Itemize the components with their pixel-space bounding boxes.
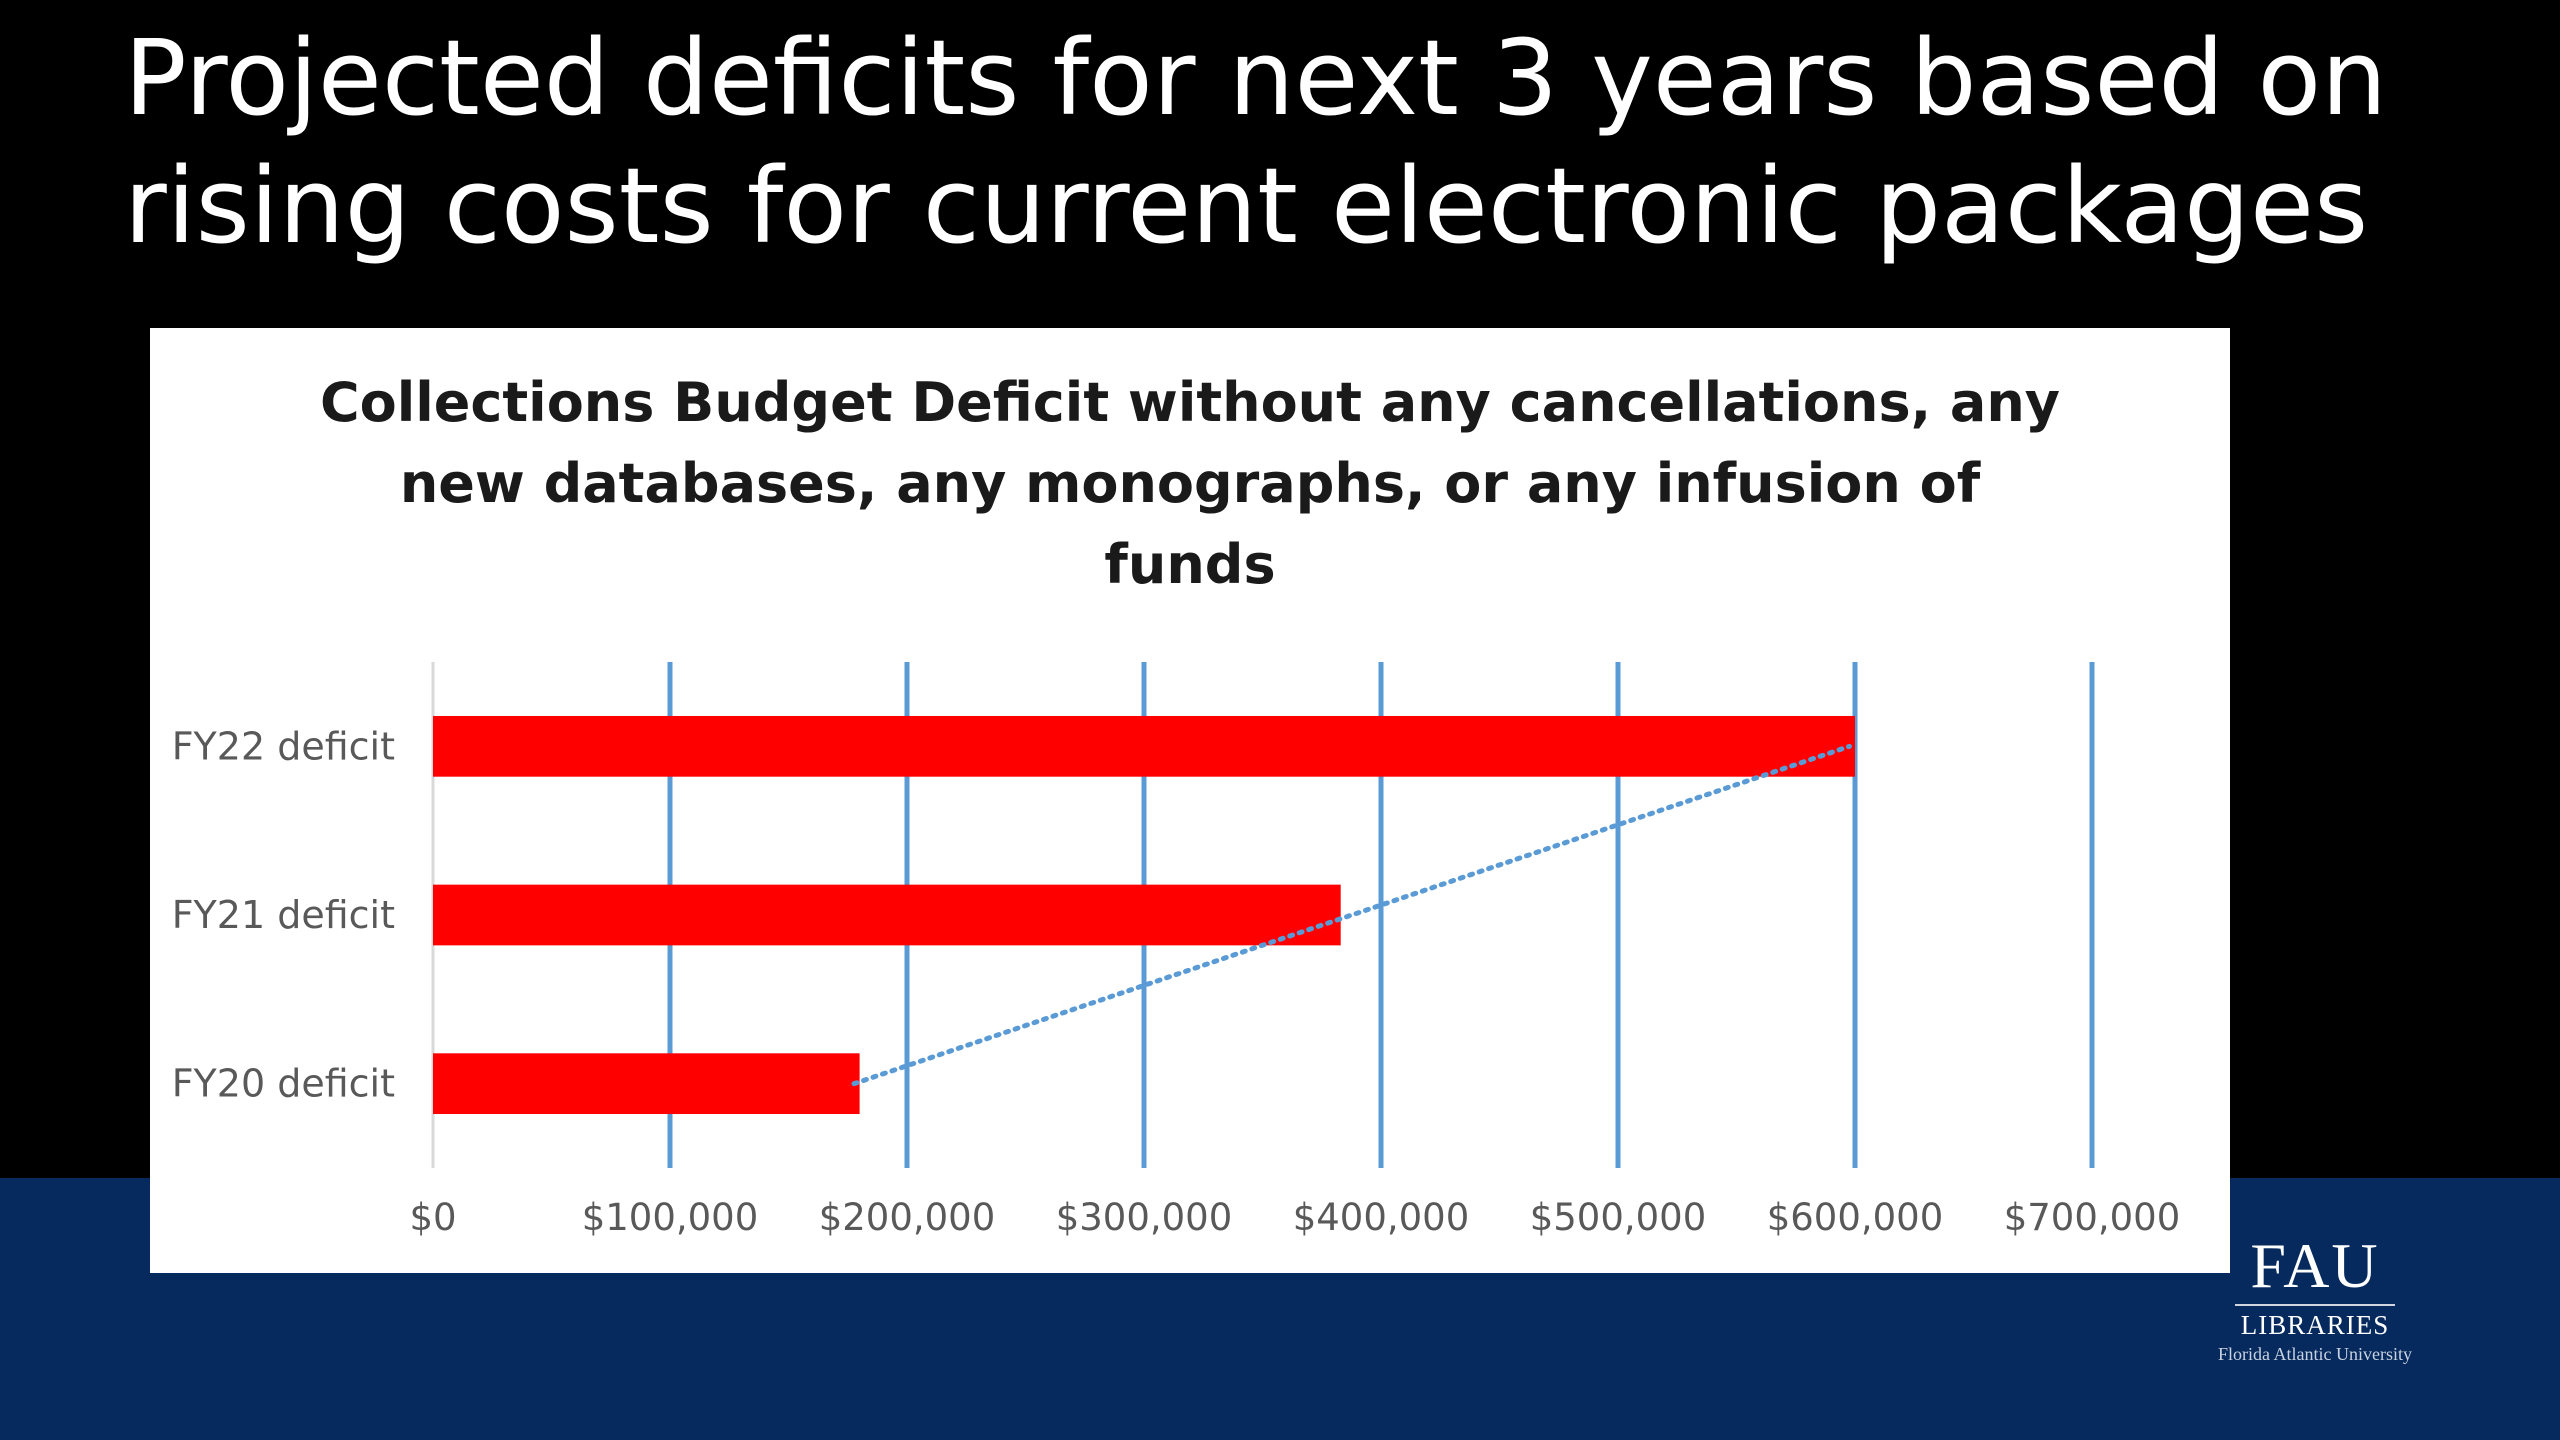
- chart-title: Collections Budget Deficit without any c…: [150, 362, 2230, 605]
- trendline: [851, 743, 1852, 1087]
- bar-fy22-deficit: [433, 715, 1855, 777]
- logo-mark: FAU: [2250, 1230, 2380, 1301]
- slide-title: Projected deficits for next 3 years base…: [124, 14, 2424, 270]
- logo-libraries: LIBRARIES: [2240, 1310, 2390, 1340]
- category-label-2: FY20 deficit: [172, 1062, 395, 1106]
- x-tick-label-0: $0: [409, 1196, 456, 1239]
- slide-title-line-2: rising costs for current electronic pack…: [124, 145, 2369, 267]
- x-tick-label-3: $300,000: [1056, 1196, 1233, 1239]
- chart-title-line-2: new databases, any monographs, or any in…: [399, 452, 1981, 515]
- x-tick-label-1: $100,000: [582, 1196, 759, 1239]
- slide-title-line-1: Projected deficits for next 3 years base…: [124, 17, 2388, 139]
- category-label-0: FY22 deficit: [172, 724, 395, 768]
- x-tick-label-6: $600,000: [1767, 1196, 1944, 1239]
- bar-fy20-deficit: [433, 1053, 860, 1115]
- category-label-1: FY21 deficit: [172, 893, 395, 937]
- logo-university: Florida Atlantic University: [2218, 1344, 2412, 1364]
- bar-fy21-deficit: [433, 884, 1341, 946]
- chart-title-line-1: Collections Budget Deficit without any c…: [319, 371, 2061, 434]
- chart-title-line-3: funds: [1104, 533, 1276, 596]
- x-tick-label-2: $200,000: [819, 1196, 996, 1239]
- x-tick-label-4: $400,000: [1293, 1196, 1470, 1239]
- logo-divider: [2235, 1304, 2395, 1306]
- fau-libraries-logo: FAU LIBRARIES Florida Atlantic Universit…: [2180, 1232, 2450, 1366]
- x-tick-label-7: $700,000: [2004, 1196, 2181, 1239]
- chart-panel: [150, 328, 2230, 1273]
- x-tick-label-5: $500,000: [1530, 1196, 1707, 1239]
